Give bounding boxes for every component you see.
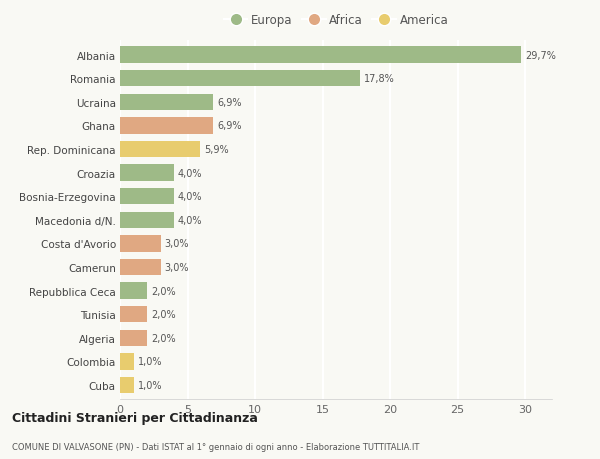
Text: COMUNE DI VALVASONE (PN) - Dati ISTAT al 1° gennaio di ogni anno - Elaborazione : COMUNE DI VALVASONE (PN) - Dati ISTAT al… bbox=[12, 442, 419, 451]
Text: 17,8%: 17,8% bbox=[364, 74, 395, 84]
Bar bbox=[120, 330, 147, 347]
Text: 6,9%: 6,9% bbox=[217, 98, 242, 107]
Text: 3,0%: 3,0% bbox=[164, 239, 189, 249]
Bar bbox=[120, 353, 133, 370]
Text: 29,7%: 29,7% bbox=[525, 50, 556, 61]
Bar bbox=[120, 165, 174, 181]
Text: 4,0%: 4,0% bbox=[178, 168, 203, 178]
Bar bbox=[120, 259, 161, 276]
Bar bbox=[120, 306, 147, 323]
Text: 1,0%: 1,0% bbox=[137, 380, 162, 390]
Bar bbox=[120, 235, 161, 252]
Bar bbox=[120, 118, 213, 134]
Bar bbox=[120, 212, 174, 229]
Text: 4,0%: 4,0% bbox=[178, 215, 203, 225]
Bar bbox=[120, 141, 200, 158]
Bar bbox=[120, 283, 147, 299]
Bar bbox=[120, 47, 521, 64]
Bar bbox=[120, 377, 133, 393]
Text: 6,9%: 6,9% bbox=[217, 121, 242, 131]
Text: 5,9%: 5,9% bbox=[204, 145, 229, 155]
Bar bbox=[120, 94, 213, 111]
Text: 1,0%: 1,0% bbox=[137, 357, 162, 367]
Text: 4,0%: 4,0% bbox=[178, 192, 203, 202]
Bar bbox=[120, 71, 360, 87]
Text: 3,0%: 3,0% bbox=[164, 263, 189, 273]
Text: 2,0%: 2,0% bbox=[151, 286, 176, 296]
Text: 2,0%: 2,0% bbox=[151, 309, 176, 319]
Text: Cittadini Stranieri per Cittadinanza: Cittadini Stranieri per Cittadinanza bbox=[12, 412, 258, 425]
Text: 2,0%: 2,0% bbox=[151, 333, 176, 343]
Bar bbox=[120, 189, 174, 205]
Legend: Europa, Africa, America: Europa, Africa, America bbox=[221, 11, 451, 29]
